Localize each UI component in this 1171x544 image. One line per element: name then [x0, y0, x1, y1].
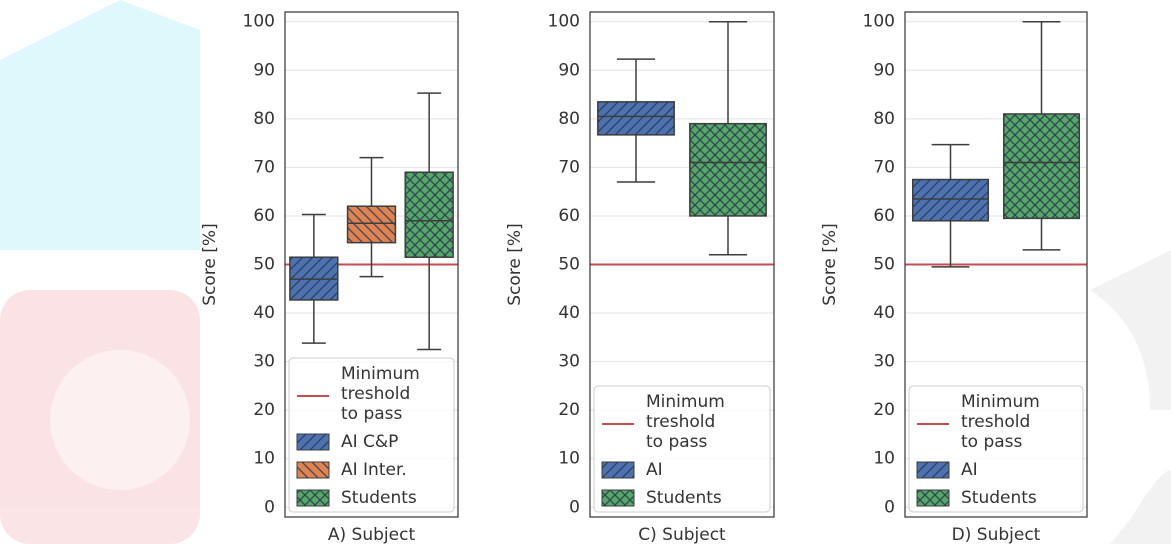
y-tick-label: 50 — [558, 255, 580, 275]
legend-label: AI Inter. — [341, 460, 407, 480]
y-tick-label: 70 — [873, 157, 895, 177]
y-tick-label: 80 — [873, 109, 895, 129]
legend-label: Students — [646, 488, 722, 508]
y-tick-label: 40 — [873, 303, 895, 323]
y-tick-label: 30 — [558, 352, 580, 372]
legend-threshold-label-box: Minimum treshold to pass — [961, 392, 1051, 456]
y-tick-label: 40 — [253, 303, 275, 323]
y-tick-label: 20 — [873, 400, 895, 420]
y-tick-label: 40 — [558, 303, 580, 323]
legend-label: AI — [961, 460, 978, 480]
y-tick-label: 50 — [873, 255, 895, 275]
y-tick-label: 100 — [863, 12, 895, 32]
legend-threshold-label-box: Minimum treshold to pass — [341, 364, 431, 428]
legend-label: Students — [341, 488, 417, 508]
legend-swatch — [602, 490, 634, 506]
legend-swatch — [917, 490, 949, 506]
page: {"chart_data": [ {"type": "box", "xlabel… — [0, 0, 1171, 544]
legend-swatch — [297, 462, 329, 478]
box — [1004, 114, 1080, 218]
y-tick-label: 70 — [558, 157, 580, 177]
legend-label: Students — [961, 488, 1037, 508]
box — [405, 172, 453, 257]
legend-label: AI — [646, 460, 663, 480]
legend-label: Minimum treshold to pass — [961, 392, 1051, 452]
x-axis-label: D) Subject — [952, 525, 1041, 544]
y-tick-label: 60 — [873, 206, 895, 226]
y-tick-label: 70 — [253, 157, 275, 177]
legend-threshold-label-box: Minimum treshold to pass — [646, 392, 736, 456]
y-tick-label: 50 — [253, 255, 275, 275]
legend-label: AI C&P — [341, 432, 398, 452]
chart: 0102030405060708090100Score [%]A) Subjec… — [0, 0, 1171, 544]
legend-swatch — [917, 462, 949, 478]
legend-swatch — [297, 434, 329, 450]
y-tick-label: 30 — [253, 352, 275, 372]
y-tick-label: 90 — [253, 60, 275, 80]
legend-swatch — [297, 490, 329, 506]
y-tick-label: 30 — [873, 352, 895, 372]
x-axis-label: A) Subject — [328, 525, 416, 544]
y-tick-label: 80 — [558, 109, 580, 129]
y-tick-label: 20 — [253, 400, 275, 420]
y-tick-label: 80 — [253, 109, 275, 129]
box — [348, 206, 396, 242]
y-tick-label: 10 — [558, 449, 580, 469]
box — [913, 180, 989, 221]
y-tick-label: 0 — [884, 497, 895, 517]
legend-label: Minimum treshold to pass — [341, 364, 431, 424]
y-tick-label: 0 — [569, 497, 580, 517]
legend-swatch — [602, 462, 634, 478]
y-tick-label: 20 — [558, 400, 580, 420]
x-axis-label: C) Subject — [638, 525, 726, 544]
legend-label: Minimum treshold to pass — [646, 392, 736, 452]
y-tick-label: 10 — [873, 449, 895, 469]
y-tick-label: 100 — [548, 12, 580, 32]
y-tick-label: 100 — [243, 12, 275, 32]
y-tick-label: 0 — [264, 497, 275, 517]
y-axis-label: Score [%] — [820, 223, 840, 305]
y-axis-label: Score [%] — [505, 223, 525, 305]
y-tick-label: 60 — [253, 206, 275, 226]
box — [598, 102, 674, 135]
box — [690, 124, 766, 216]
y-tick-label: 90 — [873, 60, 895, 80]
y-tick-label: 90 — [558, 60, 580, 80]
y-tick-label: 60 — [558, 206, 580, 226]
y-tick-label: 10 — [253, 449, 275, 469]
y-axis-label: Score [%] — [200, 223, 220, 305]
